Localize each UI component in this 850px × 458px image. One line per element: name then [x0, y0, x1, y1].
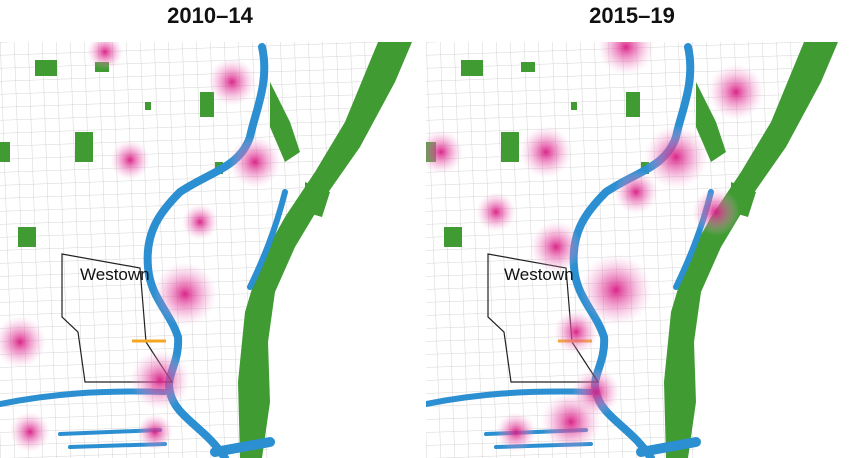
panel-title: 2010–14 [167, 3, 253, 28]
map: Westown [0, 42, 412, 458]
heat-layer [0, 42, 281, 452]
panel-title: 2015–19 [589, 3, 675, 28]
map-panel-2: 2015–19 Westown [426, 3, 838, 458]
map-panel-1: 2010–14 Westown [0, 3, 412, 458]
heat-layer [426, 42, 764, 452]
area-label: Westown [80, 265, 150, 284]
area-label: Westown [504, 265, 574, 284]
map: Westown [426, 42, 838, 458]
